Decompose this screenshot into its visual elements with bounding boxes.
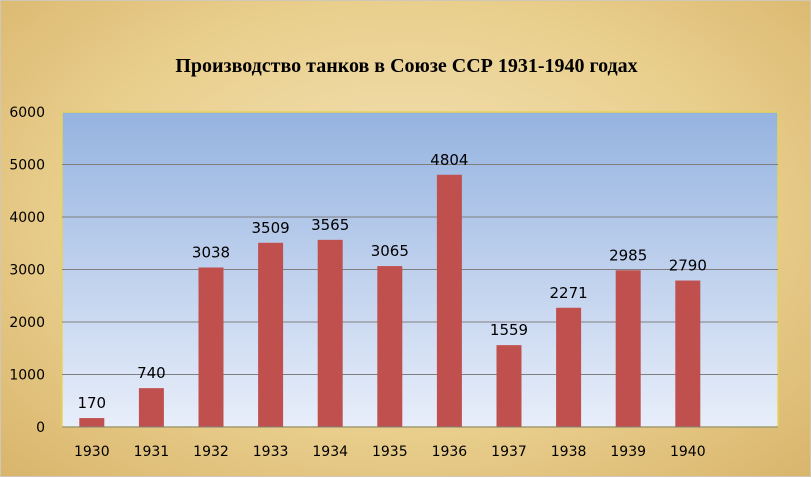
bar-1931: [138, 388, 164, 427]
x-tick-label: 1933: [253, 444, 289, 460]
bar-1930: [79, 418, 105, 427]
x-tick-label: 1931: [134, 444, 170, 460]
data-label: 2985: [609, 246, 647, 264]
data-label: 3509: [252, 219, 290, 237]
bar-1933: [258, 242, 284, 427]
x-tick-label: 1935: [372, 444, 408, 460]
data-label: 3565: [311, 216, 349, 234]
bar-1939: [615, 270, 641, 427]
bar-1932: [198, 267, 224, 427]
y-tick-label: 1000: [9, 368, 45, 384]
data-label: 1559: [490, 321, 528, 339]
bar-1934: [317, 239, 343, 427]
bar-1937: [496, 345, 522, 427]
x-tick-label: 1937: [491, 444, 527, 460]
data-label: 2790: [669, 257, 707, 275]
x-tick-label: 1936: [432, 444, 468, 460]
y-tick-label: 3000: [9, 263, 45, 279]
y-tick-label: 0: [36, 420, 45, 436]
data-label: 740: [137, 364, 166, 382]
bar-1940: [675, 280, 701, 427]
data-label: 3065: [371, 242, 409, 260]
data-label: 2271: [550, 284, 588, 302]
y-tick-label: 6000: [9, 105, 45, 121]
data-label: 170: [77, 394, 106, 412]
data-label: 4804: [430, 151, 468, 169]
y-tick-label: 5000: [9, 158, 45, 174]
x-tick-label: 1940: [670, 444, 706, 460]
data-label: 3038: [192, 244, 230, 262]
x-tick-label: 1932: [193, 444, 229, 460]
x-tick-label: 1930: [74, 444, 110, 460]
y-tick-label: 4000: [9, 210, 45, 226]
x-tick-label: 1939: [610, 444, 646, 460]
x-tick-label: 1934: [312, 444, 348, 460]
x-tick-label: 1938: [551, 444, 587, 460]
bar-1936: [436, 174, 462, 427]
chart-title: Производство танков в Союзе ССР 1931-194…: [175, 55, 638, 77]
bar-1935: [377, 266, 403, 427]
bar-1938: [556, 307, 582, 427]
y-tick-label: 2000: [9, 315, 45, 331]
